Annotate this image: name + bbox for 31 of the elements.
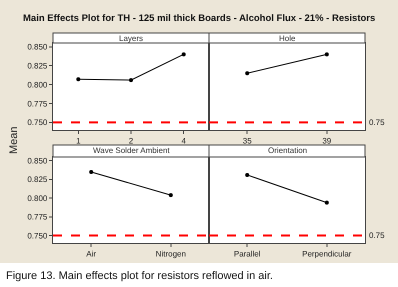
point [182,52,186,56]
point [76,77,80,82]
y-tick-label: 0.825 [27,62,48,70]
x-tick-label: 39 [322,136,332,146]
x-tick-label: Perpendicular [302,250,352,259]
y-tick-label: 0.800 [27,194,48,203]
chart-title: Layers [119,34,144,43]
ref-line-label: 0.75 [369,231,386,240]
x-tick-label: 35 [242,136,252,146]
x-tick-label: 1 [76,136,82,146]
x-tick-label: Parallel [234,250,261,259]
y-axis-title: Mean [8,126,20,154]
text: Main Effects Plot for TH - 125 mil thick Boards - Alcohol Flux - 21% - Resistors [23,13,376,24]
point [129,78,133,82]
x-tick-label: 4 [181,136,186,146]
caption: Figure 13. Main effects plot for resistors reflowed in air. [6,270,273,282]
x-tick-label: Nitrogen [156,250,186,259]
y-tick-label: 0.850 [27,156,48,166]
chart-title: Hole [279,34,296,43]
chart-title: Wave Solder Ambient [93,146,170,155]
x-tick-label: 2 [128,136,134,146]
x-tick-label: Air [86,250,96,259]
y-tick-label: 0.750 [27,118,48,128]
y-tick-label: 0.800 [27,80,48,90]
y-tick-label: 0.775 [27,212,48,222]
y-tick-label: 0.750 [27,231,48,240]
y-tick-label: 0.850 [27,42,48,52]
chart-title: Orientation [268,146,308,155]
ref-line-label: 0.75 [369,118,386,127]
y-tick-label: 0.825 [27,175,48,184]
y-tick-label: 0.775 [27,99,48,108]
